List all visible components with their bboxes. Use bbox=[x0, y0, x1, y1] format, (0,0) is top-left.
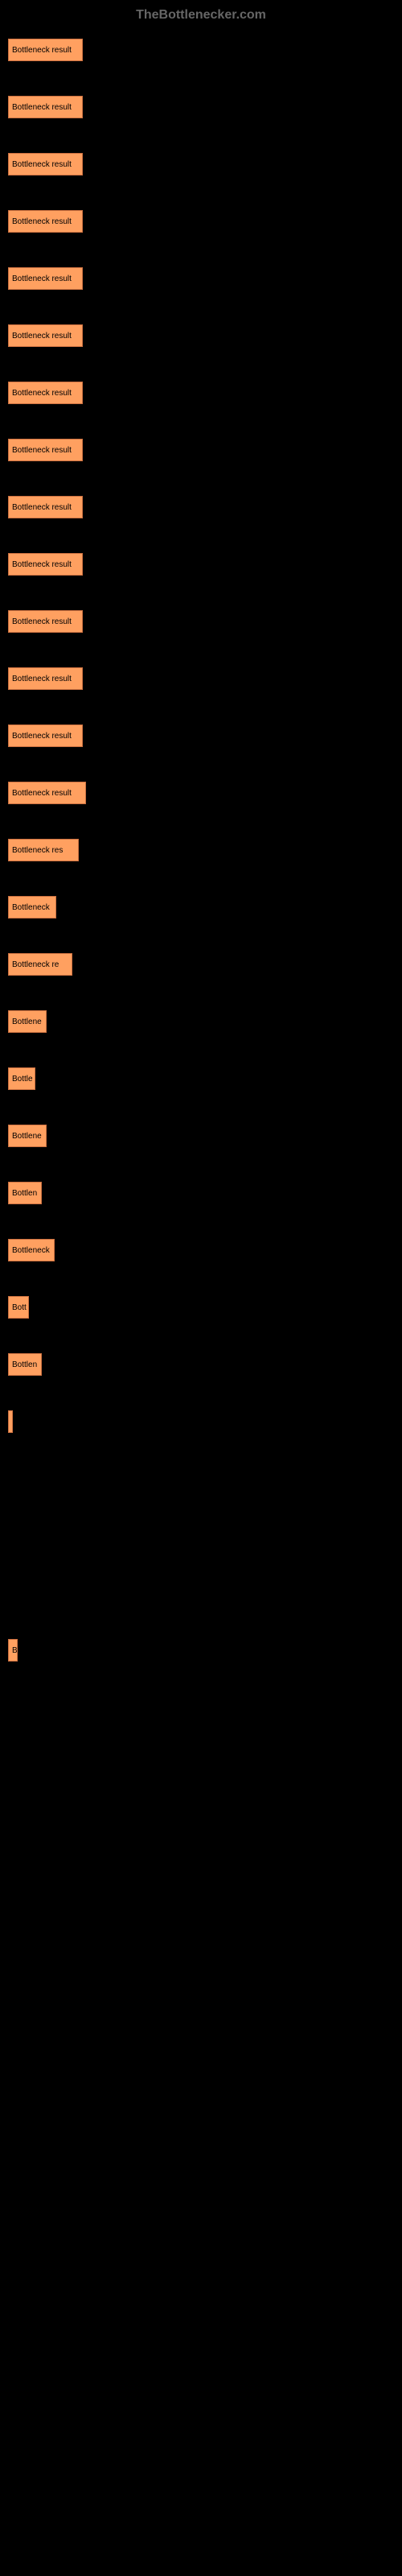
bar-label: Bottleneck result bbox=[12, 789, 72, 798]
bar-row: Bottleneck re bbox=[8, 953, 394, 976]
bar-row: Bottleneck result bbox=[8, 153, 394, 175]
bar-row: Bottleneck result bbox=[8, 39, 394, 61]
bar: Bottleneck result bbox=[8, 782, 86, 804]
bar bbox=[8, 1410, 13, 1433]
bar: Bottlen bbox=[8, 1182, 42, 1204]
bar-row: Bottlen bbox=[8, 1353, 394, 1376]
bar: Bottle bbox=[8, 1067, 35, 1090]
bar: Bottlen bbox=[8, 1353, 42, 1376]
bar-row bbox=[8, 1468, 394, 1490]
watermark-text: TheBottlenecker.com bbox=[8, 8, 394, 23]
bar-label: Bottleneck bbox=[12, 1246, 50, 1255]
bar-row: Bottlene bbox=[8, 1010, 394, 1033]
bar-label: Bottleneck res bbox=[12, 846, 63, 855]
bar-label: Bottleneck result bbox=[12, 46, 72, 55]
bar-row: Bottleneck result bbox=[8, 210, 394, 233]
bar: Bottleneck result bbox=[8, 667, 83, 690]
bar-row: Bottleneck bbox=[8, 1239, 394, 1261]
bar-row bbox=[8, 1410, 394, 1433]
bar-label: Bottleneck result bbox=[12, 160, 72, 169]
bar: Bott bbox=[8, 1296, 29, 1319]
bar-label: Bottleneck re bbox=[12, 960, 59, 969]
bar: Bottleneck result bbox=[8, 724, 83, 747]
bar: Bottleneck res bbox=[8, 839, 79, 861]
bar: Bottleneck result bbox=[8, 153, 83, 175]
bar-row: Bottleneck result bbox=[8, 267, 394, 290]
bar-row: Bott bbox=[8, 1296, 394, 1319]
bar: Bottleneck bbox=[8, 896, 56, 919]
bar-label: Bottleneck bbox=[12, 903, 50, 912]
bar: Bottleneck result bbox=[8, 496, 83, 518]
bar-row: Bottleneck result bbox=[8, 496, 394, 518]
bar: Bottleneck result bbox=[8, 324, 83, 347]
bar-row: Bottle bbox=[8, 1067, 394, 1090]
bar-label: Bottle bbox=[12, 1075, 33, 1084]
bar-label: Bottleneck result bbox=[12, 732, 72, 741]
bar: Bottlene bbox=[8, 1010, 47, 1033]
bar-label: Bott bbox=[12, 1303, 27, 1312]
bar: Bottleneck result bbox=[8, 39, 83, 61]
bar-label: Bottlen bbox=[12, 1360, 37, 1369]
bar: Bottleneck result bbox=[8, 610, 83, 633]
bar: Bottleneck bbox=[8, 1239, 55, 1261]
bar-row: Bottleneck result bbox=[8, 324, 394, 347]
bar-label: Bottleneck result bbox=[12, 389, 72, 398]
bar-label: Bottleneck result bbox=[12, 332, 72, 341]
bar-label: Bottleneck result bbox=[12, 560, 72, 569]
bar-label: Bottleneck result bbox=[12, 617, 72, 626]
bar-label: Bottlene bbox=[12, 1132, 42, 1141]
bar-row: Bottleneck result bbox=[8, 724, 394, 747]
bar: B bbox=[8, 1639, 18, 1662]
bar-row bbox=[8, 1582, 394, 1604]
bar: Bottleneck result bbox=[8, 439, 83, 461]
bar: Bottleneck result bbox=[8, 382, 83, 404]
bar: Bottleneck result bbox=[8, 553, 83, 576]
bar-row: Bottleneck result bbox=[8, 782, 394, 804]
bar-label: Bottlene bbox=[12, 1018, 42, 1026]
bar-label: B bbox=[12, 1646, 17, 1655]
bar-label: Bottleneck result bbox=[12, 103, 72, 112]
bar-label: Bottleneck result bbox=[12, 217, 72, 226]
bar-row: Bottleneck result bbox=[8, 610, 394, 633]
bar: Bottleneck result bbox=[8, 210, 83, 233]
bar-row: B bbox=[8, 1639, 394, 1662]
bar-row: Bottleneck result bbox=[8, 667, 394, 690]
bar: Bottleneck result bbox=[8, 267, 83, 290]
bar: Bottlene bbox=[8, 1125, 47, 1147]
bar-row: Bottlene bbox=[8, 1125, 394, 1147]
bar-row bbox=[8, 1525, 394, 1547]
bar-row: Bottleneck result bbox=[8, 96, 394, 118]
bar: Bottleneck re bbox=[8, 953, 72, 976]
bar-row: Bottleneck result bbox=[8, 439, 394, 461]
bar-row: Bottleneck result bbox=[8, 382, 394, 404]
bar-label: Bottleneck result bbox=[12, 446, 72, 455]
bar-label: Bottlen bbox=[12, 1189, 37, 1198]
bar-row bbox=[8, 1696, 394, 1719]
bar-label: Bottleneck result bbox=[12, 503, 72, 512]
bar-row: Bottleneck res bbox=[8, 839, 394, 861]
chart-container: Bottleneck result Bottleneck result Bottle… bbox=[8, 39, 394, 1719]
bar-row: Bottleneck result bbox=[8, 553, 394, 576]
bar-row: Bottleneck bbox=[8, 896, 394, 919]
bar-label: Bottleneck result bbox=[12, 275, 72, 283]
bar-label: Bottleneck result bbox=[12, 675, 72, 683]
bar: Bottleneck result bbox=[8, 96, 83, 118]
bar-row: Bottlen bbox=[8, 1182, 394, 1204]
